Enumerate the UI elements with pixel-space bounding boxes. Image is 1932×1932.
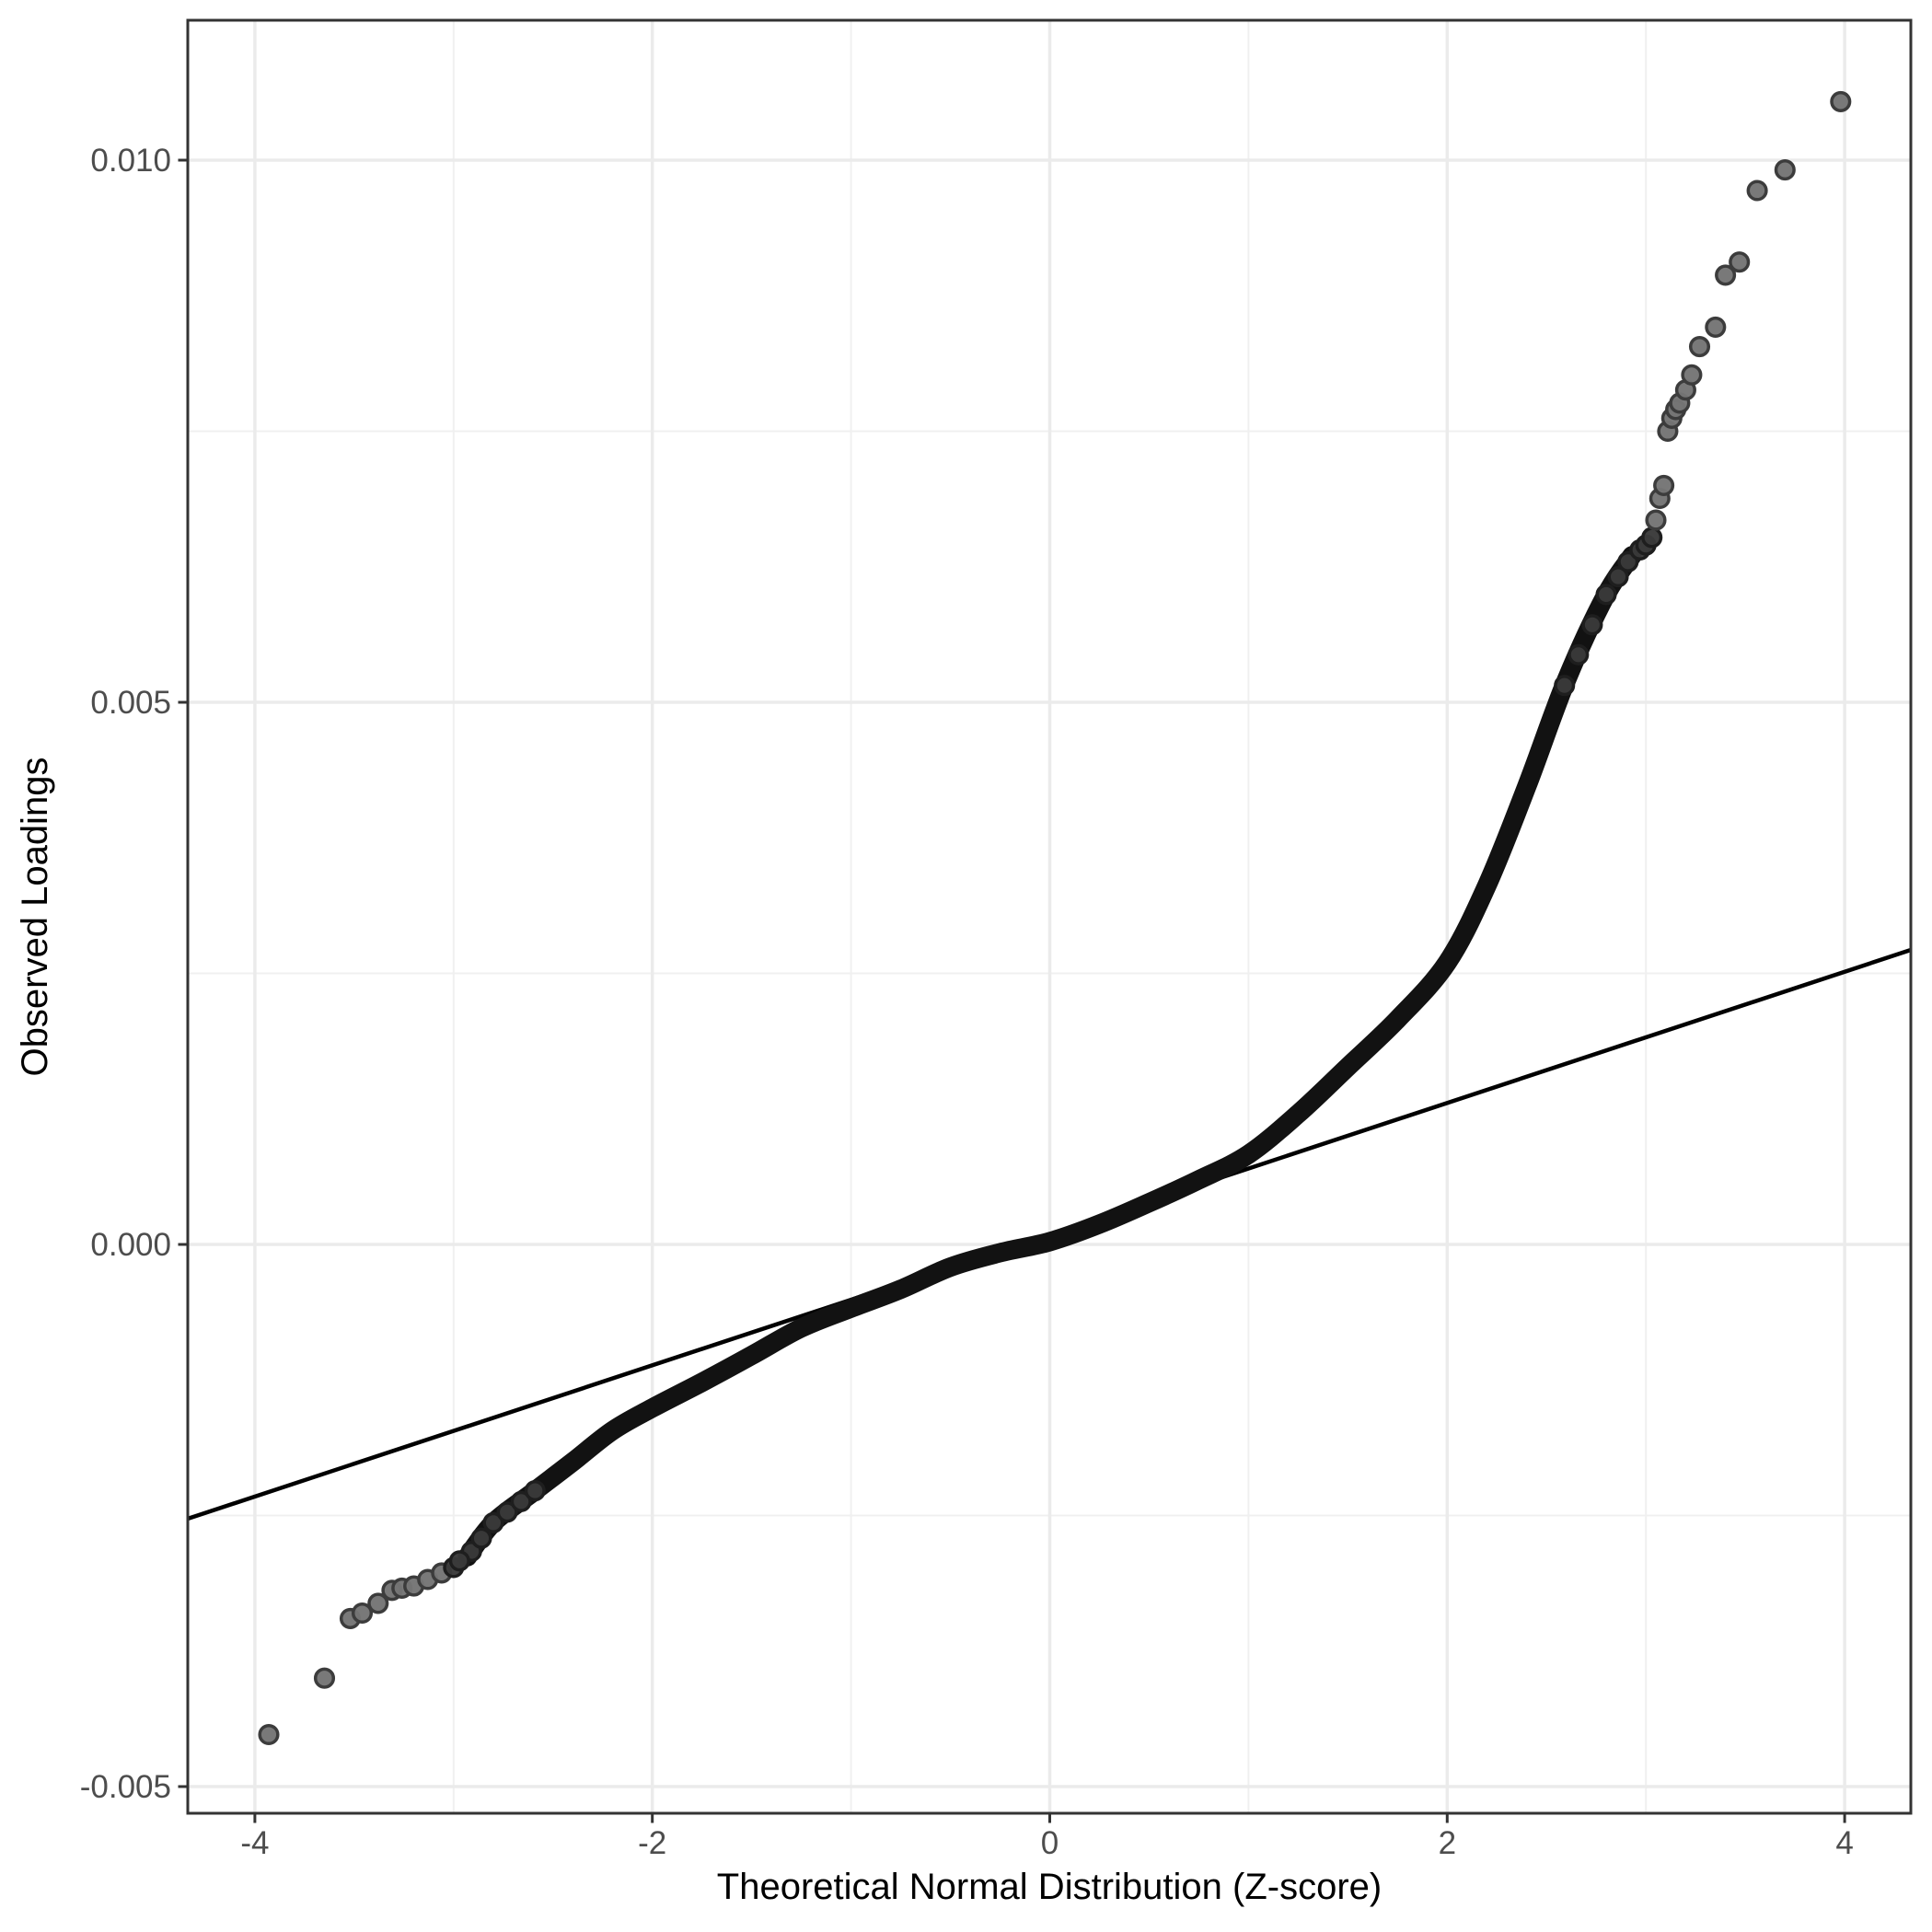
data-point-lower-tail [351,1602,374,1625]
data-point-lower-tail [313,1667,336,1689]
data-point-upper-tail [1729,251,1751,273]
y-tick-label: -0.005 [80,1769,171,1805]
x-tick-label: -4 [240,1825,269,1861]
y-axis-title: Observed Loadings [15,757,55,1077]
qq-dense-band [457,546,1642,1567]
data-point-lower-tail [258,1723,280,1746]
data-point-upper-tail [1653,474,1675,496]
y-tick-label: 0.005 [90,685,171,721]
data-point-lower-tail [367,1592,389,1614]
data-point-band-edge [510,1490,532,1512]
x-tick-label: 0 [1041,1825,1059,1861]
data-point-upper-tail [1830,90,1852,112]
data-point-band-edge [496,1501,518,1523]
data-point-band-edge [482,1511,504,1533]
y-tick-label: 0.010 [90,143,171,179]
data-point-upper-tail [1641,526,1663,549]
qq-points [258,90,1852,1746]
data-point-band-edge [524,1480,546,1502]
data-point-band-edge [1607,566,1629,588]
data-point-band-edge [470,1527,492,1549]
data-point-band-edge [1581,614,1603,636]
axis-ticks [178,158,1846,1823]
data-point-upper-tail [1681,364,1703,386]
data-point-upper-tail [1705,316,1727,338]
x-tick-label: 2 [1439,1825,1456,1861]
data-point-lower-tail [448,1550,470,1572]
y-tick-label: 0.000 [90,1227,171,1263]
data-point-upper-tail [1688,336,1711,358]
data-point-band-edge [1595,584,1617,606]
data-point-upper-tail [1746,179,1768,202]
data-point-band-edge [1554,675,1576,697]
data-point-upper-tail [1645,509,1667,531]
data-point-upper-tail [1715,264,1737,286]
tick-labels: -4 -2 0 2 4 0.010 0.005 0.000 -0.005 [80,143,1854,1861]
data-point-upper-tail [1774,159,1796,181]
data-point-band-edge [1568,643,1590,665]
panel-border [186,18,1913,1815]
x-axis-title: Theoretical Normal Distribution (Z-score… [716,1867,1382,1907]
x-tick-label: 4 [1835,1825,1853,1861]
x-tick-label: -2 [638,1825,666,1861]
